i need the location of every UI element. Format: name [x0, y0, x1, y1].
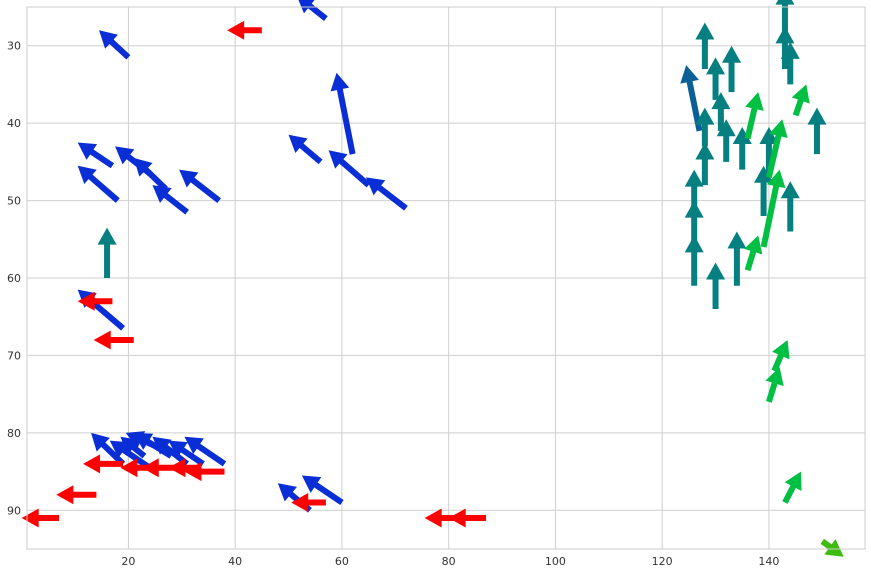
arrow-mark: [330, 72, 356, 155]
arrow-mark: [684, 200, 704, 248]
x-tick-label: 40: [228, 555, 242, 568]
arrow-mark: [227, 20, 262, 40]
arrow-mark: [77, 291, 113, 311]
arrow-mark: [179, 169, 221, 203]
arrow-mark: [184, 436, 227, 467]
x-tick-label: 80: [442, 555, 456, 568]
plot-frame: [26, 6, 866, 550]
arrow-mark: [711, 92, 731, 131]
arrow-mark: [91, 432, 126, 466]
y-tick-label: 80: [7, 427, 21, 440]
arrow-mark: [125, 431, 162, 452]
arrow-mark: [448, 508, 487, 528]
arrow-mark: [754, 165, 774, 217]
arrow-mark: [791, 84, 810, 117]
x-tick-label: 100: [545, 555, 566, 568]
arrow-mark: [296, 0, 328, 21]
arrow-mark: [744, 92, 764, 140]
x-tick-label: 60: [335, 555, 349, 568]
arrow-mark: [56, 485, 97, 505]
arrow-mark: [760, 169, 786, 248]
y-tick-label: 90: [7, 504, 21, 517]
arrow-mark: [684, 169, 704, 217]
axes-frame: [26, 6, 866, 550]
arrow-mark: [780, 181, 800, 232]
x-tick-label: 120: [652, 555, 673, 568]
arrow-mark: [695, 107, 715, 147]
arrow-mark: [77, 142, 115, 169]
arrow-mark: [744, 235, 763, 272]
arrow-mark: [83, 454, 124, 474]
x-axis-ticks: 20 40 60 80 100 120 140: [121, 555, 779, 568]
arrow-mark: [328, 150, 371, 188]
arrow-mark: [771, 339, 790, 373]
arrow-mark: [695, 142, 715, 186]
arrow-mark: [782, 471, 802, 504]
y-tick-label: 30: [7, 40, 21, 53]
arrow-mark: [21, 508, 60, 528]
arrow-mark: [695, 22, 715, 69]
arrow-mark: [759, 127, 779, 178]
arrow-mark: [765, 367, 784, 403]
arrow-mark: [291, 493, 326, 513]
arrow-mark: [820, 538, 844, 557]
arrow-mark: [93, 330, 134, 350]
arrow-mark: [727, 231, 747, 286]
arrow-mark: [184, 462, 225, 482]
arrow-mark: [99, 30, 131, 60]
x-tick-label: 20: [121, 555, 135, 568]
arrow-mark: [288, 134, 323, 165]
x-tick-label: 140: [758, 555, 779, 568]
arrow-mark: [97, 227, 117, 278]
arrow-mark: [168, 458, 198, 478]
arrow-mark: [152, 185, 189, 215]
arrow-mark: [133, 157, 168, 192]
arrow-mark: [780, 41, 800, 85]
arrow-mark: [424, 508, 460, 528]
y-tick-label: 50: [7, 195, 21, 208]
arrow-mark: [109, 440, 152, 471]
arrow-mark: [775, 26, 795, 69]
arrow-mark: [77, 165, 120, 203]
arrow-mark: [120, 458, 150, 478]
arrow-mark: [706, 57, 726, 100]
arrow-mark: [152, 436, 189, 467]
arrow-mark: [120, 436, 147, 459]
arrow-mark: [765, 119, 788, 179]
arrow-mark: [680, 65, 703, 132]
arrow-mark: [365, 177, 408, 211]
y-tick-label: 40: [7, 117, 21, 130]
arrow-mark: [168, 440, 205, 467]
arrow-mark: [807, 107, 827, 155]
arrow-mark: [716, 119, 736, 162]
y-axis-ticks: 30 40 50 60 70 80 90: [7, 40, 21, 518]
arrow-mark: [684, 235, 704, 286]
arrow-mark: [141, 458, 177, 478]
arrow-mark: [722, 45, 742, 93]
arrow-mark: [706, 262, 726, 309]
y-tick-label: 60: [7, 272, 21, 285]
arrow-mark: [301, 475, 344, 506]
arrow-mark: [775, 0, 795, 38]
y-tick-label: 70: [7, 349, 21, 362]
arrow-field: [21, 0, 844, 557]
